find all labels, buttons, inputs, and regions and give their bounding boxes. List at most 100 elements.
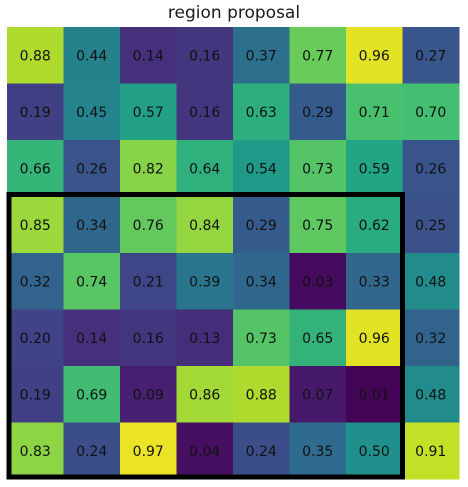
heatmap-cell-r3-c2 (120, 196, 177, 254)
heatmap-cell-r4-c6 (346, 253, 403, 310)
cell-label-r5-c5: 0.65 (302, 331, 333, 347)
heatmap-cell-r1-c5 (289, 83, 347, 141)
cell-label-r5-c0: 0.20 (20, 331, 51, 347)
heatmap-cell-r0-c0 (7, 27, 64, 84)
cell-label-r1-c3: 0.16 (189, 105, 220, 121)
heatmap-cell-r6-c6 (346, 366, 403, 423)
heatmap-cell-r7-c1 (63, 422, 121, 480)
cell-label-r7-c1: 0.24 (76, 444, 107, 460)
cell-label-r6-c4: 0.88 (246, 387, 277, 403)
cell-label-r2-c7: 0.26 (415, 161, 446, 177)
heatmap-cell-r2-c4 (233, 140, 290, 197)
cell-label-r2-c2: 0.82 (133, 161, 164, 177)
cell-label-r2-c5: 0.73 (302, 161, 333, 177)
heatmap-cell-r0-c4 (233, 27, 290, 84)
heatmap-cell-r6-c3 (176, 366, 234, 423)
cell-label-r7-c2: 0.97 (133, 444, 164, 460)
cell-label-r3-c3: 0.84 (189, 218, 220, 234)
heatmap-cell-r7-c7 (402, 422, 460, 480)
heatmap-cell-r5-c2 (120, 309, 177, 367)
cell-label-r5-c7: 0.32 (415, 331, 446, 347)
cell-label-r0-c3: 0.16 (189, 48, 220, 64)
cell-label-r1-c7: 0.70 (415, 105, 446, 121)
heatmap-cell-r7-c0 (7, 422, 64, 480)
heatmap-cell-r1-c1 (63, 83, 121, 141)
heatmap-cell-r6-c4 (233, 366, 290, 423)
heatmap-cell-r3-c5 (289, 196, 347, 254)
heatmap-cell-r7-c3 (176, 422, 234, 480)
cell-label-r4-c1: 0.74 (76, 274, 107, 290)
cell-label-r1-c5: 0.29 (302, 105, 333, 121)
heatmap-cell-r3-c6 (346, 196, 403, 254)
heatmap-cell-r3-c3 (176, 196, 234, 254)
cell-label-r6-c5: 0.07 (302, 387, 333, 403)
cell-label-r3-c6: 0.62 (359, 218, 390, 234)
heatmap-cell-r4-c4 (233, 253, 290, 310)
heatmap-cell-r5-c7 (402, 309, 460, 367)
heatmap-cell-r5-c1 (63, 309, 121, 367)
chart-title: region proposal (167, 3, 301, 23)
heatmap-cell-r5-c6 (346, 309, 403, 367)
cell-label-r6-c3: 0.86 (189, 387, 220, 403)
heatmap-cell-r7-c2 (120, 422, 177, 480)
heatmap-cell-r2-c2 (120, 140, 177, 197)
heatmap-cell-r1-c7 (402, 83, 460, 141)
cell-label-r6-c1: 0.69 (76, 387, 107, 403)
cell-label-r5-c4: 0.73 (246, 331, 277, 347)
cell-label-r4-c3: 0.39 (189, 274, 220, 290)
heatmap-cell-r1-c4 (233, 83, 290, 141)
cell-label-r7-c5: 0.35 (302, 444, 333, 460)
cell-label-r0-c4: 0.37 (246, 48, 277, 64)
cell-label-r4-c0: 0.32 (20, 274, 51, 290)
cell-label-r1-c6: 0.71 (359, 105, 390, 121)
cell-label-r4-c2: 0.21 (133, 274, 164, 290)
cell-label-r5-c3: 0.13 (189, 331, 220, 347)
cell-label-r1-c2: 0.57 (133, 105, 164, 121)
cell-label-r3-c5: 0.75 (302, 218, 333, 234)
heatmap-cell-r7-c6 (346, 422, 403, 480)
heatmap-cell-r2-c1 (63, 140, 121, 197)
heatmap-cell-r2-c7 (402, 140, 460, 197)
cell-label-r5-c6: 0.96 (359, 331, 390, 347)
cell-label-r3-c4: 0.29 (246, 218, 277, 234)
heatmap-cell-r0-c2 (120, 27, 177, 84)
heatmap-cell-r2-c6 (346, 140, 403, 197)
cell-label-r1-c1: 0.45 (76, 105, 107, 121)
heatmap-cell-r6-c5 (289, 366, 347, 423)
heatmap-cell-r6-c1 (63, 366, 121, 423)
heatmap-cell-r0-c1 (63, 27, 121, 84)
cell-label-r4-c6: 0.33 (359, 274, 390, 290)
cell-label-r4-c5: 0.03 (302, 274, 333, 290)
heatmap-cell-r1-c6 (346, 83, 403, 141)
cell-label-r7-c3: 0.04 (189, 444, 220, 460)
heatmap-cell-r3-c7 (402, 196, 460, 254)
heatmap-cell-r5-c5 (289, 309, 347, 367)
heatmap-cell-r3-c1 (63, 196, 121, 254)
heatmap-cell-r5-c4 (233, 309, 290, 367)
cell-label-r0-c2: 0.14 (133, 48, 164, 64)
heatmap-cell-r0-c3 (176, 27, 234, 84)
cell-label-r6-c7: 0.48 (415, 387, 446, 403)
heatmap-cell-r1-c0 (7, 83, 64, 141)
cell-label-r2-c4: 0.54 (246, 161, 277, 177)
cell-label-r0-c0: 0.88 (20, 48, 51, 64)
heatmap-cell-r4-c2 (120, 253, 177, 310)
heatmap-cell-r7-c4 (233, 422, 290, 480)
cell-label-r7-c0: 0.83 (20, 444, 51, 460)
heatmap-cell-r1-c3 (176, 83, 234, 141)
cell-label-r2-c1: 0.26 (76, 161, 107, 177)
cell-label-r4-c7: 0.48 (415, 274, 446, 290)
cell-label-r7-c4: 0.24 (246, 444, 277, 460)
cell-label-r7-c7: 0.91 (415, 444, 446, 460)
cell-label-r6-c6: 0.01 (359, 387, 390, 403)
heatmap-cell-r4-c5 (289, 253, 347, 310)
heatmap-cell-r4-c3 (176, 253, 234, 310)
cell-label-r5-c2: 0.16 (133, 331, 164, 347)
cell-label-r7-c6: 0.50 (359, 444, 390, 460)
region-proposal-box (6, 192, 405, 480)
cell-label-r0-c5: 0.77 (302, 48, 333, 64)
cell-label-r3-c0: 0.85 (20, 218, 51, 234)
heatmap-cell-r2-c3 (176, 140, 234, 197)
cell-label-r6-c0: 0.19 (20, 387, 51, 403)
